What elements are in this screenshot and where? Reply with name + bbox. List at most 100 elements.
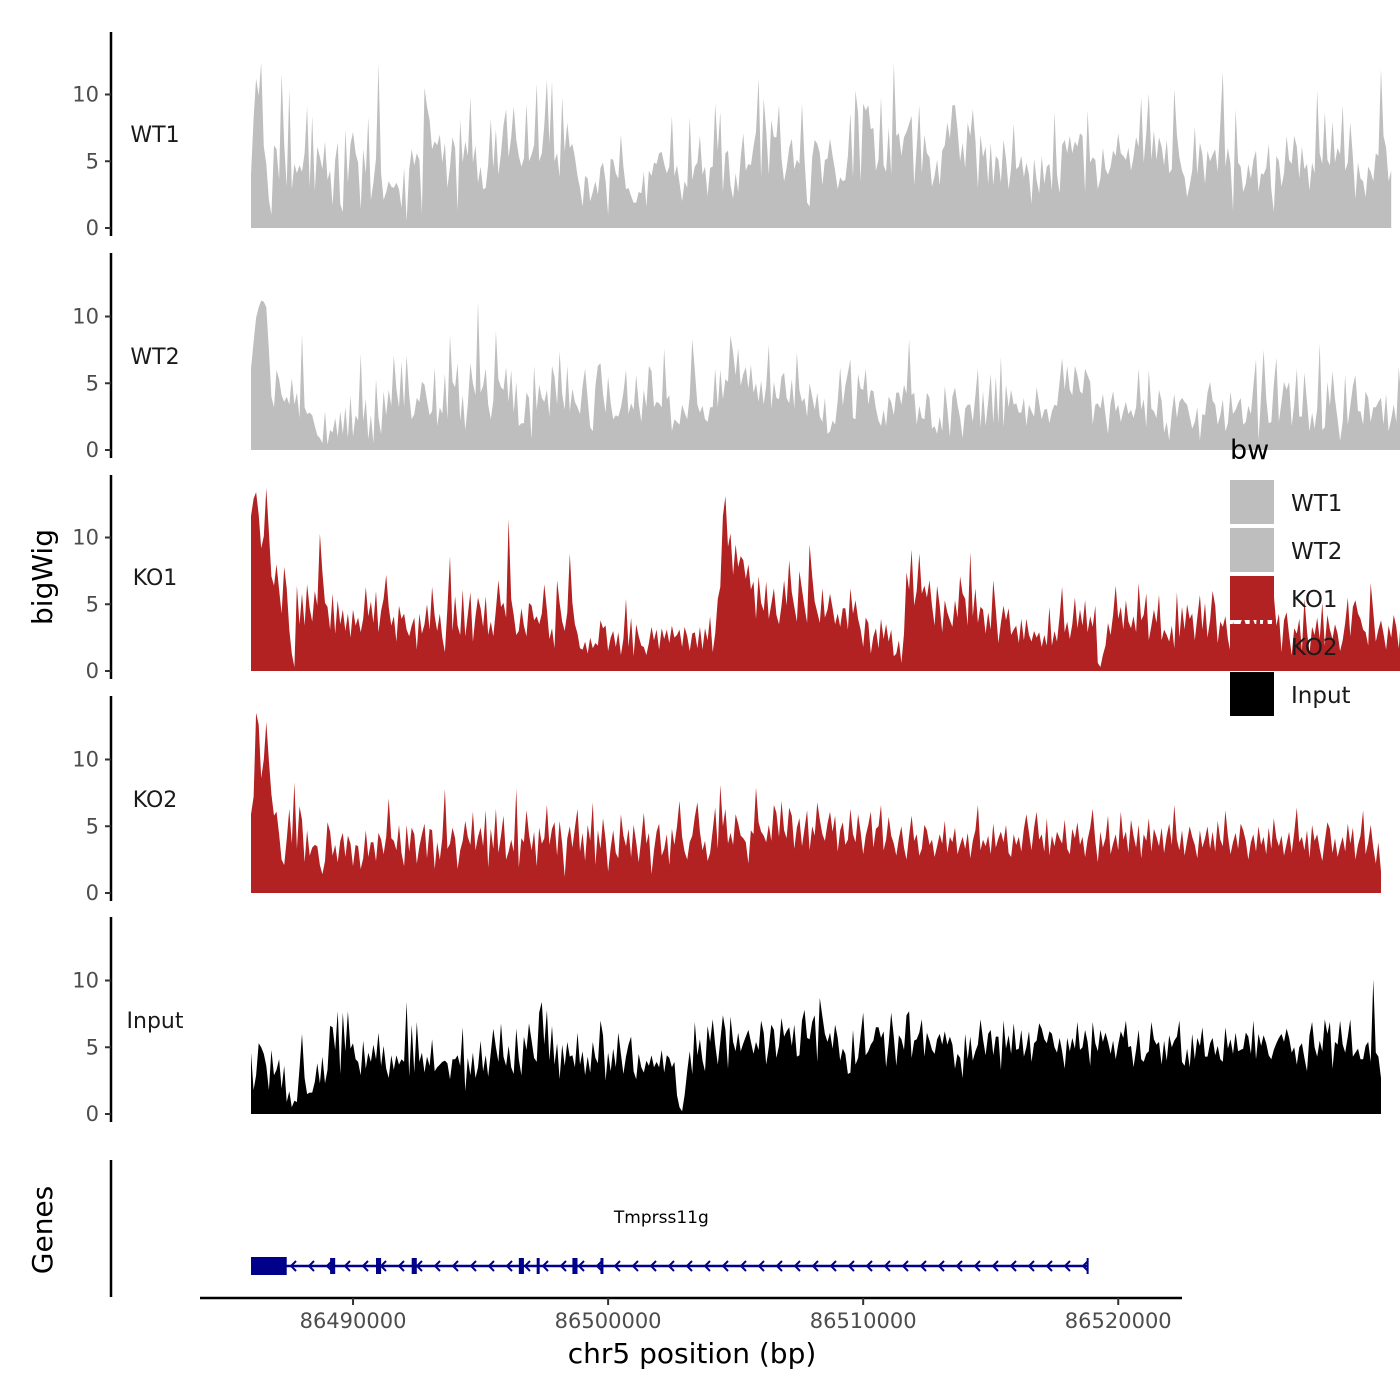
strand-arrow (685, 1260, 693, 1272)
y-tick-label: 5 (86, 371, 99, 395)
strand-arrow (739, 1260, 747, 1272)
strand-arrow (397, 1260, 405, 1272)
gene-track: Tmprss11g (109, 1160, 1089, 1297)
coverage-area-ko2 (251, 712, 1381, 893)
track-label-input: Input (127, 1009, 184, 1034)
strand-arrow (631, 1260, 639, 1272)
track-input: 0 5 10 Input (72, 917, 1381, 1126)
strand-arrow (343, 1260, 351, 1272)
y-tick-label: 0 (86, 1102, 99, 1126)
gene-exon (251, 1257, 287, 1275)
strand-arrow (1063, 1260, 1071, 1272)
strand-arrow (937, 1260, 945, 1272)
strand-arrow (703, 1260, 711, 1272)
strand-arrow (883, 1260, 891, 1272)
strand-arrow (451, 1260, 459, 1272)
strand-arrow (955, 1260, 963, 1272)
x-tick-label: 86510000 (810, 1309, 917, 1333)
strand-arrow (487, 1260, 495, 1272)
strand-arrow (595, 1260, 603, 1272)
strand-arrow (811, 1260, 819, 1272)
coverage-area-wt1 (251, 62, 1392, 228)
strand-arrow (433, 1260, 441, 1272)
strand-arrow (1081, 1260, 1089, 1272)
track-wt2: 0 5 10 WT2 (72, 253, 1400, 462)
gene-exon (411, 1258, 417, 1274)
track-ko2: 0 5 10 KO2 (72, 696, 1381, 905)
x-tick-label: 86490000 (300, 1309, 407, 1333)
legend-key-ko1 (1230, 576, 1274, 620)
strand-arrow (649, 1260, 657, 1272)
y-tick-label: 5 (86, 814, 99, 838)
gene-exon (330, 1258, 336, 1274)
strand-arrow (865, 1260, 873, 1272)
y-tick-label: 0 (86, 438, 99, 462)
strand-arrow (577, 1260, 585, 1272)
gene-name-label: Tmprss11g (613, 1208, 709, 1228)
strand-arrow (919, 1260, 927, 1272)
gene-exon (536, 1258, 540, 1274)
track-ko1: 0 5 10 KO1 (72, 475, 1400, 683)
y-tick-label: 10 (72, 305, 99, 329)
strand-arrow (541, 1260, 549, 1272)
strand-arrow (415, 1260, 423, 1272)
strand-arrow (1009, 1260, 1017, 1272)
strand-arrow (667, 1260, 675, 1272)
strand-arrow (505, 1260, 513, 1272)
coverage-area-input (251, 979, 1381, 1114)
gene-exon (600, 1258, 604, 1274)
strand-arrow (973, 1260, 981, 1272)
legend-key-ko2 (1230, 624, 1274, 668)
track-label-ko1: KO1 (133, 566, 178, 591)
strand-arrow (775, 1260, 783, 1272)
strand-arrow (829, 1260, 837, 1272)
coverage-tracks: 0 5 10 WT1 0 5 10 WT2 0 5 10 KO1 0 5 10 KO2 0 5 10 Input (72, 32, 1400, 1126)
x-axis: 86490000 86500000 86510000 86520000 (200, 1296, 1182, 1333)
y-tick-label: 5 (86, 149, 99, 173)
strand-arrow (307, 1260, 315, 1272)
coverage-area-ko1 (251, 488, 1400, 671)
track-label-wt2: WT2 (130, 345, 179, 370)
legend: bw WT1 WT2 KO1 KO2 Input (1230, 435, 1351, 716)
strand-arrow (1045, 1260, 1053, 1272)
strand-arrow (1027, 1260, 1035, 1272)
y-tick-label: 0 (86, 216, 99, 240)
y-axis-title: bigWig (26, 529, 59, 625)
strand-arrow (361, 1260, 369, 1272)
x-axis-title: chr5 position (bp) (568, 1337, 817, 1370)
strand-arrow (613, 1260, 621, 1272)
legend-label-input: Input (1291, 683, 1351, 709)
strand-arrow (847, 1260, 855, 1272)
legend-key-wt1 (1230, 480, 1274, 524)
x-tick-label: 86500000 (555, 1309, 662, 1333)
strand-arrow (289, 1260, 297, 1272)
y-tick-label: 0 (86, 659, 99, 683)
track-wt1: 0 5 10 WT1 (72, 32, 1392, 240)
gene-exon (375, 1258, 382, 1274)
legend-title: bw (1230, 435, 1269, 466)
strand-arrow (901, 1260, 909, 1272)
gene-exon (518, 1258, 524, 1274)
legend-label-wt2: WT2 (1291, 539, 1342, 565)
strand-arrow (757, 1260, 765, 1272)
y-tick-label: 5 (86, 592, 99, 616)
legend-label-ko2: KO2 (1291, 635, 1338, 661)
gene-exon (572, 1258, 578, 1274)
y-tick-label: 10 (72, 748, 99, 772)
strand-arrow (469, 1260, 477, 1272)
legend-label-ko1: KO1 (1291, 587, 1338, 613)
strand-arrow (991, 1260, 999, 1272)
y-tick-label: 10 (72, 83, 99, 107)
legend-key-input (1230, 672, 1274, 716)
strand-arrow (559, 1260, 567, 1272)
y-tick-label: 10 (72, 969, 99, 993)
y-tick-label: 5 (86, 1035, 99, 1059)
strand-arrow (523, 1260, 531, 1272)
x-tick-label: 86520000 (1065, 1309, 1172, 1333)
y-tick-label: 10 (72, 526, 99, 550)
genes-axis-title: Genes (26, 1186, 59, 1274)
track-label-ko2: KO2 (133, 788, 178, 813)
track-label-wt1: WT1 (130, 123, 179, 148)
coverage-area-wt2 (251, 300, 1400, 450)
